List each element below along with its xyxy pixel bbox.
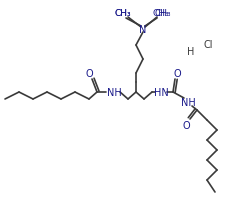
Text: O: O: [182, 120, 190, 130]
Text: H: H: [187, 47, 195, 57]
Text: NH: NH: [107, 88, 121, 98]
Text: Cl: Cl: [203, 40, 213, 50]
Text: CH₃: CH₃: [155, 8, 171, 17]
Text: HN: HN: [154, 88, 168, 98]
Text: CH₃: CH₃: [115, 8, 131, 17]
Text: O: O: [173, 69, 181, 79]
Text: CH₃: CH₃: [153, 9, 169, 18]
Text: NH: NH: [181, 98, 195, 108]
Text: O: O: [85, 69, 93, 79]
Text: CH₃: CH₃: [115, 9, 131, 18]
Text: N: N: [139, 25, 147, 35]
